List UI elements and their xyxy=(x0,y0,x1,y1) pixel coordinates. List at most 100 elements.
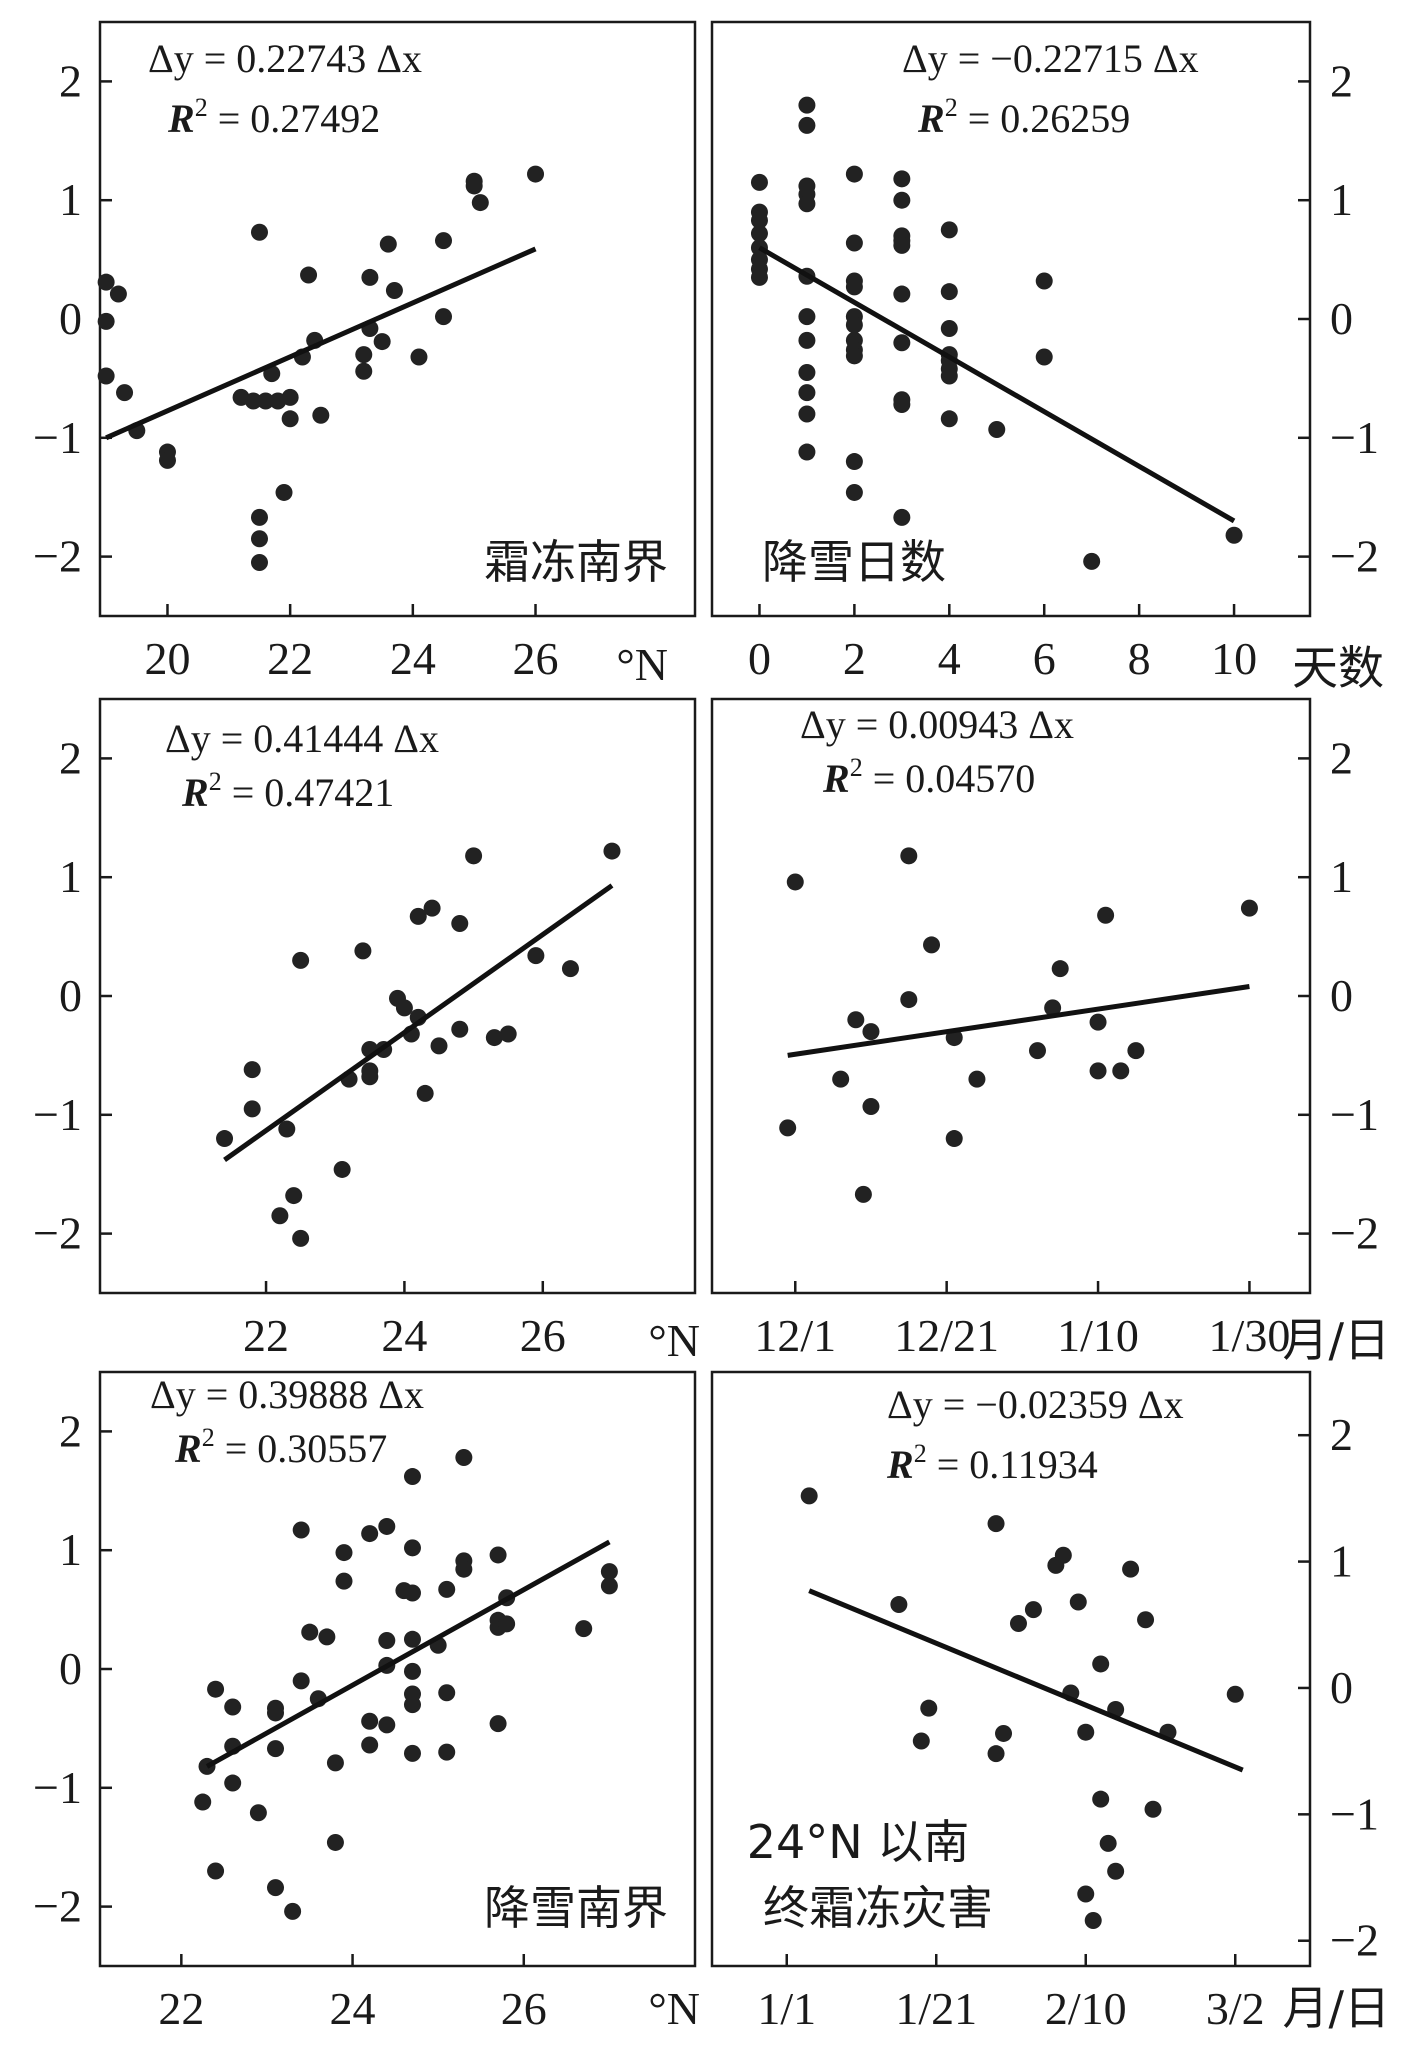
r-squared: R2 = 0.04570 xyxy=(822,753,1035,801)
data-point xyxy=(798,195,816,213)
y-tick-label: 2 xyxy=(1330,732,1353,783)
x-tick-label: 0 xyxy=(748,633,771,684)
panel-middle-right-date: −2 −1 0 1 2 12/1 12/21 1/10 1/30 Δy = 0.00943 Δx R… xyxy=(710,697,1379,1361)
data-point xyxy=(97,312,115,330)
data-point xyxy=(1092,1790,1110,1808)
data-point xyxy=(800,1487,818,1505)
data-point xyxy=(335,1572,353,1590)
r-squared-symbol: R xyxy=(174,1426,202,1471)
x-tick-label: 2 xyxy=(843,633,866,684)
data-point xyxy=(465,177,483,195)
data-point xyxy=(847,1011,865,1029)
superscript-2: 2 xyxy=(850,753,863,782)
r-squared-symbol: R xyxy=(917,96,945,141)
data-point xyxy=(284,1902,302,1920)
data-point xyxy=(379,235,397,253)
y-tick-label: −2 xyxy=(1330,1915,1379,1966)
data-point xyxy=(1089,1013,1107,1031)
y-tick-label: 2 xyxy=(59,1405,82,1456)
data-point xyxy=(527,165,545,183)
data-point xyxy=(940,221,958,239)
data-point xyxy=(301,1623,319,1641)
superscript-2: 2 xyxy=(195,93,208,122)
data-point xyxy=(243,1061,261,1079)
x-tick-label: 24 xyxy=(390,633,436,684)
data-point xyxy=(1144,1800,1162,1818)
y-tick-label: −1 xyxy=(33,1762,82,1813)
data-point xyxy=(207,1680,225,1698)
y-tick-label: 1 xyxy=(59,851,82,902)
data-point xyxy=(438,1684,456,1702)
data-point xyxy=(216,1130,234,1148)
x-tick-label: 24 xyxy=(330,1983,376,2034)
data-point xyxy=(224,1774,242,1792)
x-tick-label: 3/2 xyxy=(1206,1983,1265,2034)
panel-title: 24°N 以南 xyxy=(747,1815,970,1869)
data-point xyxy=(403,1696,421,1714)
y-tick-label: 1 xyxy=(1330,1536,1353,1587)
data-point xyxy=(854,1185,872,1203)
data-point xyxy=(1028,1042,1046,1060)
regression-equation: Δy = −0.22715 Δx xyxy=(902,36,1199,81)
data-point xyxy=(292,1521,310,1539)
data-point xyxy=(1077,1885,1095,1903)
data-point xyxy=(940,410,958,428)
data-point xyxy=(1069,1593,1087,1611)
data-point xyxy=(893,236,911,254)
y-tick-label: 1 xyxy=(1330,174,1353,225)
data-point xyxy=(292,1672,310,1690)
plot-frame xyxy=(710,1370,1312,1968)
data-point xyxy=(403,1630,421,1648)
data-point xyxy=(786,873,804,891)
data-point xyxy=(416,1084,434,1102)
data-point xyxy=(798,363,816,381)
data-point xyxy=(890,1596,908,1614)
y-tick-label: 2 xyxy=(59,732,82,783)
y-tick-label: 1 xyxy=(59,174,82,225)
data-point xyxy=(312,406,330,424)
trend-line xyxy=(787,984,1250,1058)
data-point xyxy=(403,1744,421,1762)
data-point xyxy=(862,1023,880,1041)
data-point xyxy=(1024,1601,1042,1619)
x-tick-label: 1/10 xyxy=(1057,1310,1139,1361)
x-tick-label: 8 xyxy=(1128,633,1151,684)
data-point xyxy=(326,1833,344,1851)
data-point xyxy=(109,285,127,303)
data-point xyxy=(1097,906,1115,924)
data-point xyxy=(1044,999,1062,1017)
data-point xyxy=(333,1160,351,1178)
unit-date-bottom: 月/日 xyxy=(1283,1981,1391,2035)
data-point xyxy=(97,273,115,291)
x-tick-label: 4 xyxy=(938,633,961,684)
r-squared-value: = 0.11934 xyxy=(937,1442,1098,1487)
data-point xyxy=(267,1740,285,1758)
panel-title: 降雪南界 xyxy=(484,1881,668,1935)
data-point xyxy=(403,1584,421,1602)
x-tick-label: 22 xyxy=(267,633,313,684)
superscript-2: 2 xyxy=(945,93,958,122)
y-tick-label: −1 xyxy=(33,412,82,463)
data-point xyxy=(561,960,579,978)
unit-days: 天数 xyxy=(1292,641,1384,695)
regression-equation: Δy = 0.39888 Δx xyxy=(150,1372,424,1417)
data-point xyxy=(1225,526,1243,544)
x-tick-label: 20 xyxy=(144,633,190,684)
data-point xyxy=(945,1130,963,1148)
data-point xyxy=(798,405,816,423)
r-squared-value: = 0.47421 xyxy=(232,770,395,815)
unit-lat-middle: °N xyxy=(648,1315,700,1366)
r-squared: R2 = 0.27492 xyxy=(167,93,380,141)
x-tick-label: 12/21 xyxy=(894,1310,999,1361)
superscript-2: 2 xyxy=(202,1423,215,1452)
x-tick-label: 26 xyxy=(501,1983,547,2034)
x-tick-label: 1/30 xyxy=(1209,1310,1291,1361)
data-point xyxy=(471,194,489,212)
r-squared: R2 = 0.11934 xyxy=(886,1439,1098,1487)
data-point xyxy=(335,1544,353,1562)
data-point xyxy=(361,268,379,286)
data-point xyxy=(940,320,958,338)
